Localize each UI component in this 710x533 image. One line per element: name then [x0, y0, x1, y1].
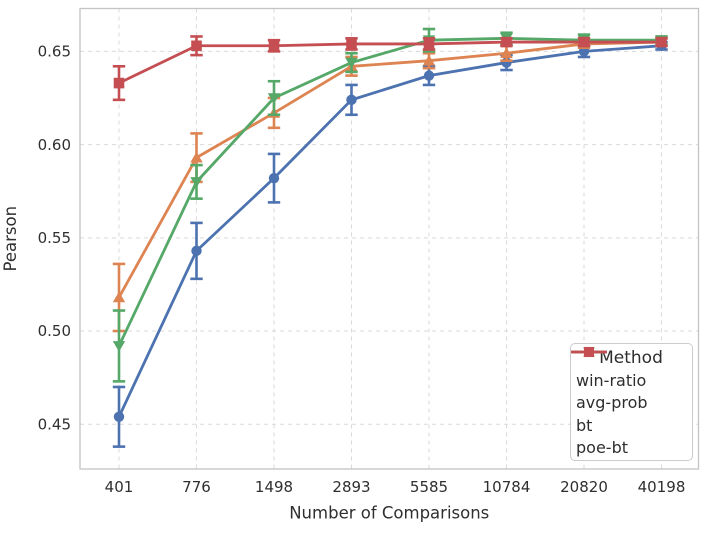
square-marker-icon — [501, 36, 512, 48]
legend-item-win-ratio: win-ratio — [571, 347, 686, 392]
triangle-down-marker-icon — [345, 57, 358, 69]
circle-marker-icon — [423, 70, 435, 81]
triangle-down-marker-icon — [267, 93, 281, 104]
legend-item-label: avg-prob — [576, 393, 648, 413]
x-tick-label: 20820 — [560, 478, 608, 496]
series-line — [117, 44, 663, 419]
circle-marker-icon — [113, 411, 125, 422]
square-marker-icon — [346, 38, 357, 50]
x-tick-label: 10784 — [483, 478, 531, 496]
y-tick-label: 0.45 — [38, 415, 71, 433]
y-tick-label: 0.50 — [38, 322, 71, 340]
triangle-up-marker-icon — [190, 151, 203, 163]
legend-item-poe-bt: poe-bt — [571, 346, 686, 460]
y-tick-label: 0.60 — [38, 136, 71, 154]
y-tick-label: 0.55 — [38, 229, 71, 247]
axes-spines — [79, 7, 700, 470]
legend-title: Method — [599, 348, 663, 368]
triangle-up-marker-icon — [500, 47, 513, 59]
series-line — [117, 40, 663, 85]
triangle-down-marker-icon — [112, 341, 126, 352]
series-win-ratio — [112, 40, 668, 448]
y-tick-label: 0.65 — [38, 43, 71, 61]
legend-square-sample-icon — [571, 346, 607, 358]
legend-item-label: win-ratio — [576, 370, 647, 390]
square-marker-icon — [583, 346, 595, 358]
circle-marker-icon — [346, 94, 357, 106]
square-marker-icon — [578, 36, 590, 48]
series-poe-bt — [112, 35, 668, 102]
x-tick-label: 1498 — [255, 478, 293, 496]
x-axis-title: Number of Comparisons — [289, 504, 489, 523]
x-tick-label: 2893 — [332, 478, 370, 496]
square-marker-icon — [113, 77, 125, 89]
series-line — [117, 36, 663, 348]
series-line — [117, 40, 663, 299]
x-tick-label: 401 — [105, 478, 134, 496]
circle-marker-icon — [191, 245, 202, 257]
circle-marker-icon — [268, 172, 280, 184]
legend-items: win-ratio avg-prob bt poe-bt — [571, 346, 686, 460]
triangle-up-marker-icon — [112, 291, 126, 303]
triangle-down-marker-icon — [190, 177, 203, 188]
legend-item-label: bt — [576, 415, 593, 435]
x-tick-label: 5585 — [410, 478, 448, 496]
legend-item-bt: bt — [571, 347, 686, 437]
square-marker-icon — [268, 40, 280, 52]
x-tick-label: 40198 — [638, 478, 686, 496]
legend-item-avg-prob: avg-prob — [571, 346, 686, 415]
square-marker-icon — [656, 36, 667, 48]
y-axis-title: Pearson — [1, 206, 20, 272]
legend: Method win-ratio avg-prob bt poe-bt — [570, 343, 693, 461]
square-marker-icon — [423, 38, 435, 50]
legend-item-label: poe-bt — [576, 438, 628, 458]
square-marker-icon — [191, 40, 202, 52]
triangle-up-marker-icon — [422, 54, 436, 66]
x-tick-label: 776 — [182, 478, 211, 496]
